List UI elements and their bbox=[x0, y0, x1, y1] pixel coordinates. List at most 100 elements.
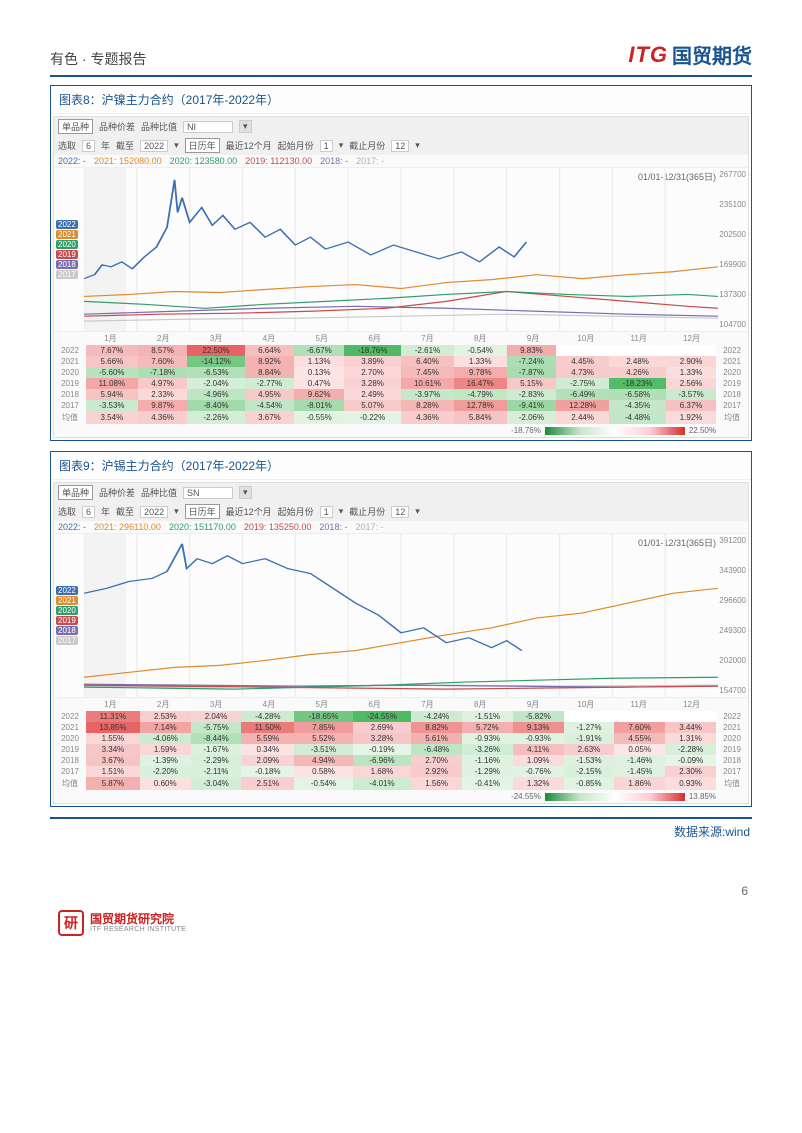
heat-cell: 0.60% bbox=[140, 777, 191, 790]
to-year[interactable]: 2022 bbox=[140, 140, 168, 152]
symbol-input[interactable]: SN bbox=[183, 487, 233, 499]
dropdown-icon[interactable]: ▾ bbox=[415, 506, 420, 517]
xaxis-tick: 6月 bbox=[348, 333, 401, 344]
dropdown-icon[interactable]: ▾ bbox=[339, 506, 344, 517]
tab-spread[interactable]: 品种价差 bbox=[99, 120, 135, 133]
heat-cell: -1.29% bbox=[462, 766, 513, 777]
heat-cell: -6.67% bbox=[294, 345, 344, 356]
xaxis-tick: 8月 bbox=[454, 333, 507, 344]
tab-single[interactable]: 单品种 bbox=[58, 485, 93, 500]
yaxis-tick: 267700 bbox=[719, 170, 746, 179]
dropdown-icon[interactable]: ▾ bbox=[239, 486, 252, 499]
legend-item: 2017: - bbox=[356, 156, 384, 166]
heat-cell: 2.44% bbox=[556, 411, 609, 424]
heat-cell: -7.87% bbox=[507, 367, 557, 378]
heat-cell: 1.86% bbox=[614, 777, 665, 790]
heat-cell: 2.90% bbox=[666, 356, 716, 367]
heat-cell: 0.05% bbox=[614, 744, 665, 755]
heat-year: 均值 bbox=[54, 777, 86, 790]
heat-cell: 2.30% bbox=[665, 766, 716, 777]
grad-max: 22.50% bbox=[689, 426, 716, 435]
heat-cell bbox=[564, 711, 615, 722]
xaxis-tick: 12月 bbox=[665, 333, 718, 344]
heat-cell: 5.59% bbox=[241, 733, 294, 744]
legend-item: 2022: - bbox=[58, 522, 86, 532]
yaxis-tick: 249300 bbox=[719, 626, 746, 635]
start-val[interactable]: 1 bbox=[320, 140, 333, 152]
heat-cell: 13.85% bbox=[86, 722, 140, 733]
heat-cell: -5.60% bbox=[86, 367, 138, 378]
symbol-input[interactable]: NI bbox=[183, 121, 233, 133]
heat-cell: -0.18% bbox=[241, 766, 294, 777]
heat-cell: 11.50% bbox=[241, 722, 294, 733]
heat-cell: 1.13% bbox=[294, 356, 344, 367]
heat-cell: -18.76% bbox=[344, 345, 401, 356]
sel-n[interactable]: 6 bbox=[82, 506, 95, 518]
chart-8-svg bbox=[84, 168, 718, 331]
heat-cell: 3.28% bbox=[344, 378, 401, 389]
heat-row: 20185.94%2.33%-4.96%4.95%9.62%2.49%-3.97… bbox=[54, 389, 748, 400]
dropdown-icon[interactable]: ▾ bbox=[239, 120, 252, 133]
to-label: 截至 bbox=[116, 139, 134, 152]
heat-cell: -0.93% bbox=[513, 733, 564, 744]
heat-cell: -18.65% bbox=[294, 711, 352, 722]
heat-cell: 7.85% bbox=[294, 722, 352, 733]
tab-single[interactable]: 单品种 bbox=[58, 119, 93, 134]
chart-8-xaxis: 1月2月3月4月5月6月7月8月9月10月11月12月 bbox=[54, 332, 748, 345]
yaxis-tick: 137300 bbox=[719, 290, 746, 299]
heat-row: 20215.66%7.60%-14.12%8.92%1.13%3.89%6.40… bbox=[54, 356, 748, 367]
heat-cell: -5.75% bbox=[191, 722, 242, 733]
chart-9-yaxis: 391200343900296600249300202000154700 bbox=[719, 534, 746, 697]
dropdown-icon[interactable]: ▾ bbox=[415, 140, 420, 151]
to-year[interactable]: 2022 bbox=[140, 506, 168, 518]
mode-12m[interactable]: 最近12个月 bbox=[226, 505, 272, 518]
mode-calendar[interactable]: 日历年 bbox=[185, 138, 220, 153]
heat-cell: 2.92% bbox=[411, 766, 462, 777]
heat-cell: -24.55% bbox=[353, 711, 411, 722]
side-year: 2019 bbox=[56, 250, 78, 259]
end-val[interactable]: 12 bbox=[391, 506, 409, 518]
heat-cell: 9.13% bbox=[513, 722, 564, 733]
heat-cell: 5.84% bbox=[454, 411, 507, 424]
chart-9-heat: 202211.31%2.53%2.04%-4.28%-18.65%-24.55%… bbox=[54, 711, 748, 790]
sel-n[interactable]: 6 bbox=[82, 140, 95, 152]
tab-ratio[interactable]: 品种比值 bbox=[141, 120, 177, 133]
tab-spread[interactable]: 品种价差 bbox=[99, 486, 135, 499]
heat-cell: 4.36% bbox=[138, 411, 188, 424]
mode-calendar[interactable]: 日历年 bbox=[185, 504, 220, 519]
heat-year: 2017 bbox=[54, 766, 86, 777]
xaxis-tick: 11月 bbox=[612, 333, 665, 344]
heat-cell: 2.63% bbox=[564, 744, 615, 755]
heat-cell: 11.08% bbox=[86, 378, 138, 389]
start-label: 起始月份 bbox=[278, 505, 314, 518]
dropdown-icon[interactable]: ▾ bbox=[174, 140, 179, 151]
heat-cell: -1.39% bbox=[140, 755, 191, 766]
heat-cell: -2.83% bbox=[507, 389, 557, 400]
heat-cell: 5.61% bbox=[411, 733, 462, 744]
heat-year: 均值 bbox=[54, 411, 86, 424]
chart-8-toolbar-2: 选取 6 年 截至 2022 ▾ 日历年 最近12个月 起始月份 1 ▾ 截止月… bbox=[54, 136, 748, 155]
dropdown-icon[interactable]: ▾ bbox=[174, 506, 179, 517]
chart-8-box: 图表8：沪镍主力合约（2017年-2022年） 单品种 品种价差 品种比值 NI… bbox=[50, 85, 752, 441]
side-years: 202220212020201920182017 bbox=[56, 586, 78, 646]
heat-row: 202113.85%7.14%-5.75%11.50%7.85%2.69%8.8… bbox=[54, 722, 748, 733]
sel-unit: 年 bbox=[101, 505, 110, 518]
heat-year: 2021 bbox=[54, 722, 86, 733]
xaxis-tick: 7月 bbox=[401, 333, 454, 344]
heat-year: 2020 bbox=[54, 367, 86, 378]
yaxis-tick: 202500 bbox=[719, 230, 746, 239]
heat-year: 2017 bbox=[54, 400, 86, 411]
xaxis-tick: 5月 bbox=[295, 699, 348, 710]
heat-year: 2019 bbox=[54, 378, 86, 389]
heat-cell: 5.87% bbox=[86, 777, 140, 790]
start-val[interactable]: 1 bbox=[320, 506, 333, 518]
end-val[interactable]: 12 bbox=[391, 140, 409, 152]
logo: ITG 国贸期货 bbox=[628, 40, 752, 69]
heat-cell: -2.28% bbox=[665, 744, 716, 755]
heat-cell: 2.69% bbox=[353, 722, 411, 733]
heat-cell: -0.76% bbox=[513, 766, 564, 777]
tab-ratio[interactable]: 品种比值 bbox=[141, 486, 177, 499]
start-label: 起始月份 bbox=[278, 139, 314, 152]
mode-12m[interactable]: 最近12个月 bbox=[226, 139, 272, 152]
dropdown-icon[interactable]: ▾ bbox=[339, 140, 344, 151]
